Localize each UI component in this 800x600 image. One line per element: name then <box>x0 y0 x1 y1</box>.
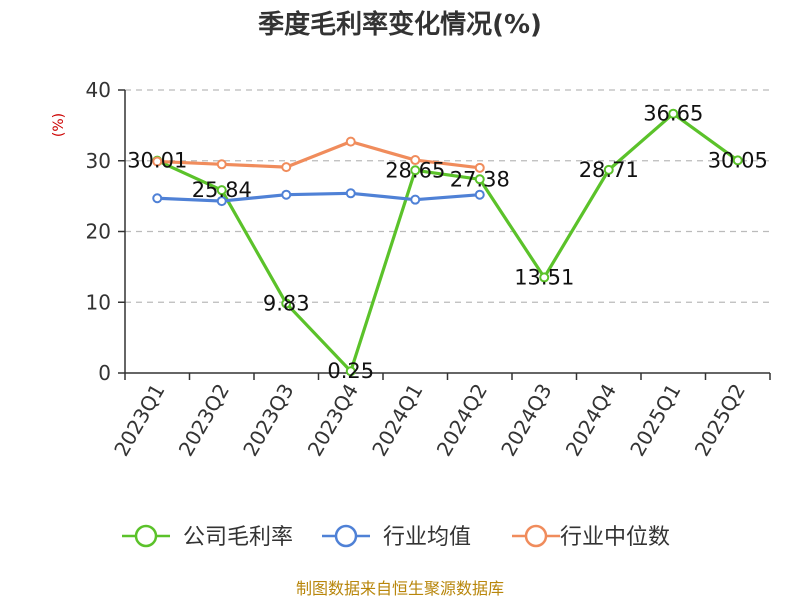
data-point <box>539 272 550 283</box>
data-label: 28.65 <box>385 158 445 182</box>
legend-swatch-marker <box>524 524 548 548</box>
data-point <box>216 196 227 207</box>
x-tick-label: 2023Q1 <box>109 380 169 461</box>
data-point <box>474 162 485 173</box>
legend-label: 公司毛利率 <box>183 525 293 550</box>
x-tick-label: 2023Q3 <box>238 380 298 461</box>
gridlines <box>125 89 770 303</box>
x-tick-label: 2024Q3 <box>496 380 556 461</box>
data-point <box>732 155 743 166</box>
data-point <box>152 156 163 167</box>
x-tick-label: 2023Q4 <box>303 380 363 461</box>
x-tick-label: 2024Q2 <box>432 380 492 461</box>
series-lines <box>152 108 743 377</box>
data-point <box>410 155 421 166</box>
series-line-2 <box>155 140 482 170</box>
series-line-0 <box>155 112 740 373</box>
data-point <box>281 189 292 200</box>
data-label: 25.84 <box>192 178 252 202</box>
data-label: 9.83 <box>263 291 310 315</box>
data-point <box>281 298 292 309</box>
data-point <box>345 366 356 377</box>
legend-label: 行业中位数 <box>560 525 670 550</box>
data-point <box>474 189 485 200</box>
data-point <box>410 165 421 176</box>
x-tick-label: 2023Q2 <box>174 380 234 461</box>
data-label: 27.38 <box>450 167 510 191</box>
x-tick-label: 2025Q2 <box>690 380 750 461</box>
data-point <box>152 193 163 204</box>
data-point <box>281 162 292 173</box>
data-point <box>345 136 356 147</box>
y-tick-label: 30 <box>86 149 111 173</box>
x-tick-label: 2024Q1 <box>367 380 427 461</box>
data-point <box>216 185 227 196</box>
y-tick-label: 20 <box>86 220 111 244</box>
data-point <box>410 194 421 205</box>
data-label: 36.65 <box>643 102 703 126</box>
chart-title: 季度毛利率变化情况(%) <box>258 9 542 40</box>
data-label: 30.01 <box>127 149 187 173</box>
x-tick-label: 2024Q4 <box>561 380 621 461</box>
data-label: 30.05 <box>708 148 768 172</box>
x-tick-label: 2025Q1 <box>625 380 685 461</box>
legend-swatch-marker <box>134 524 158 548</box>
series-line-1 <box>155 191 482 203</box>
y-axis-unit-label: (%) <box>51 113 67 137</box>
source-note: 制图数据来自恒生聚源数据库 <box>296 579 504 598</box>
data-point <box>474 174 485 185</box>
data-label: 28.71 <box>579 158 639 182</box>
data-point <box>345 188 356 199</box>
legend-label: 行业均值 <box>383 525 471 550</box>
y-tick-label: 40 <box>86 78 111 102</box>
data-point <box>603 164 614 175</box>
data-point <box>668 108 679 119</box>
data-point <box>216 159 227 170</box>
y-tick-label: 0 <box>98 361 111 385</box>
legend: 公司毛利率 行业均值 行业中位数 <box>122 524 670 550</box>
data-label: 13.51 <box>514 265 574 289</box>
data-label: 0.25 <box>327 359 374 383</box>
y-tick-label: 10 <box>86 290 111 314</box>
legend-swatch-marker <box>334 524 358 548</box>
